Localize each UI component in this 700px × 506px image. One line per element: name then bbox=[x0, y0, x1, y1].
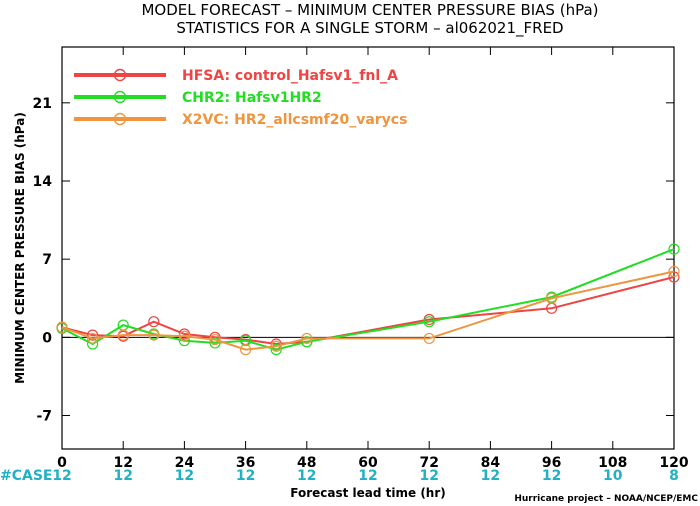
data-point bbox=[178, 330, 190, 342]
case-count: 12 bbox=[236, 468, 255, 484]
plot-frame bbox=[61, 46, 675, 450]
data-point bbox=[86, 329, 99, 341]
y-axis-label: MINIMUM CENTER PRESSURE BIAS (hPa) bbox=[13, 112, 27, 384]
legend-label: HFSA: control_Hafsv1_fnl_A bbox=[182, 68, 398, 84]
chart-title-line2: STATISTICS FOR A SINGLE STORM – al062021… bbox=[176, 19, 563, 38]
y-axis: -7 0 7 14 21 bbox=[33, 96, 674, 425]
x-tick-label: 96 bbox=[542, 455, 561, 471]
case-count: 12 bbox=[542, 468, 561, 484]
case-count: 12 bbox=[113, 468, 132, 484]
x-tick-label: 60 bbox=[358, 455, 378, 471]
y-tick-label: 0 bbox=[42, 330, 52, 346]
x-axis-label: Forecast lead time (hr) bbox=[290, 486, 446, 500]
x-tick-label: 36 bbox=[236, 455, 255, 471]
data-point bbox=[148, 316, 160, 328]
legend-label: X2VC: HR2_allcsmf20_varycs bbox=[182, 112, 407, 128]
legend-marker bbox=[113, 90, 127, 104]
data-point bbox=[301, 332, 313, 345]
x-tick-label: 12 bbox=[113, 455, 132, 471]
data-point bbox=[545, 292, 558, 304]
x-tick-label: 72 bbox=[419, 455, 438, 471]
case-count: 8 bbox=[669, 468, 679, 484]
x-tick-label: 24 bbox=[175, 455, 195, 471]
data-point bbox=[668, 265, 680, 278]
legend-label: CHR2: Hafsv1HR2 bbox=[182, 90, 322, 106]
data-point bbox=[270, 344, 282, 356]
series-layer bbox=[56, 243, 680, 356]
x-tick-label: 0 bbox=[57, 455, 67, 471]
case-count: 12 bbox=[52, 468, 71, 484]
series-line bbox=[61, 248, 675, 351]
data-point bbox=[209, 333, 221, 346]
x-tick-label: 84 bbox=[481, 455, 501, 471]
legend-marker bbox=[113, 112, 127, 126]
case-counts: 12 12 12 12 12 12 12 12 12 10 8 bbox=[52, 468, 679, 484]
data-point bbox=[148, 329, 160, 341]
data-point bbox=[117, 329, 129, 341]
case-count: 12 bbox=[419, 468, 438, 484]
data-point bbox=[240, 335, 252, 347]
case-label: #CASE bbox=[0, 468, 53, 484]
x-tick-label: 120 bbox=[659, 455, 688, 471]
case-count: 12 bbox=[358, 468, 377, 484]
x-axis: 0 12 24 36 48 60 72 84 96 108 120 bbox=[57, 47, 689, 471]
data-point bbox=[423, 332, 435, 345]
legend-marker bbox=[113, 68, 127, 82]
chart-title-line1: MODEL FORECAST – MINIMUM CENTER PRESSURE… bbox=[141, 1, 598, 19]
case-count: 12 bbox=[481, 468, 500, 484]
y-tick-label: 21 bbox=[33, 96, 52, 112]
y-tick-label: -7 bbox=[36, 409, 52, 425]
series-line bbox=[61, 270, 675, 351]
x-tick-label: 48 bbox=[297, 455, 316, 471]
data-point bbox=[240, 344, 252, 356]
case-count: 12 bbox=[175, 468, 194, 484]
case-count: 12 bbox=[297, 468, 316, 484]
data-point bbox=[86, 332, 99, 345]
data-point bbox=[56, 321, 68, 333]
y-tick-label: 7 bbox=[42, 252, 52, 268]
data-point bbox=[270, 340, 282, 352]
credit-text: Hurricane project – NOAA/NCEP/EMC bbox=[514, 494, 698, 504]
x-tick-label: 108 bbox=[598, 455, 627, 471]
data-point bbox=[301, 336, 313, 348]
case-count: 10 bbox=[603, 468, 623, 484]
y-tick-label: 14 bbox=[33, 174, 53, 190]
legend: HFSA: control_Hafsv1_fnl_A CHR2: Hafsv1HR… bbox=[74, 68, 407, 128]
data-point bbox=[423, 316, 435, 328]
data-point bbox=[668, 243, 680, 255]
data-point bbox=[209, 337, 221, 349]
